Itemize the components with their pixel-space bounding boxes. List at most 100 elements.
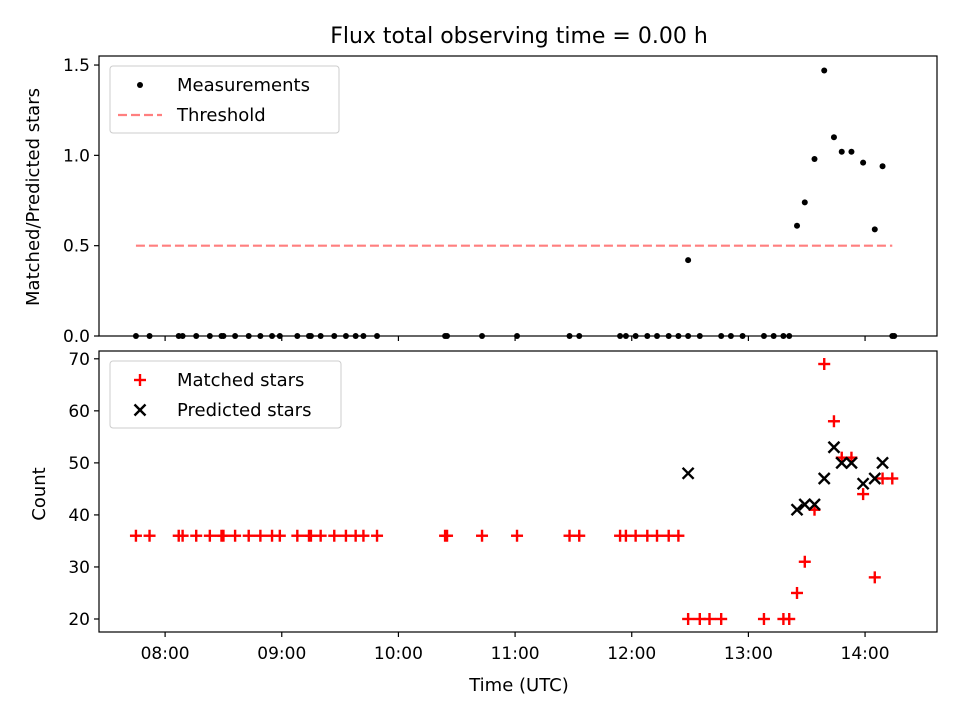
measurement-point [179, 333, 186, 339]
predicted-star-marker [817, 472, 831, 485]
x-axis-label: Time (UTC) [468, 675, 569, 696]
measurement-point [374, 333, 381, 339]
x-tick-label: 13:00 [724, 644, 773, 664]
matched-star-marker [291, 529, 304, 542]
measurement-point [245, 333, 252, 339]
top-y-axis-label: Matched/Predicted stars [23, 88, 44, 306]
predicted-star-marker [868, 472, 882, 485]
bottom-y-tick-label: 20 [68, 610, 90, 630]
measurement-point [675, 333, 682, 339]
measurement-point [146, 333, 153, 339]
legend-label: Matched stars [177, 370, 304, 391]
bottom-y-tick-label: 30 [68, 558, 90, 578]
matched-star-marker [273, 529, 286, 542]
matched-star-marker [672, 529, 685, 542]
legend-label: Measurements [177, 75, 310, 96]
matched-star-marker [886, 472, 899, 485]
matched-star-marker [357, 529, 370, 542]
matched-star-marker [703, 612, 716, 625]
bottom-y-tick-label: 50 [68, 454, 90, 474]
matched-star-marker [629, 529, 642, 542]
legend-plus-marker [134, 374, 146, 386]
measurement-point [665, 333, 672, 339]
matched-star-marker [254, 529, 267, 542]
matched-star-marker [791, 586, 804, 599]
bottom-y-tick-label: 60 [68, 402, 90, 422]
matched-star-marker [190, 529, 203, 542]
measurement-point [889, 333, 896, 339]
predicted-star-marker [835, 456, 849, 470]
predicted-star-marker [808, 498, 821, 511]
measurement-point [479, 333, 486, 339]
measurement-point [276, 333, 283, 339]
measurement-point [760, 333, 767, 339]
x-tick-label: 12:00 [607, 644, 656, 664]
legend-x-marker [133, 403, 147, 417]
bottom-panel: 08:00 09:00 10:00 11:00 12:00 13:00 14:00 20 30 4… [68, 350, 938, 664]
measurement-point [331, 333, 338, 339]
measurement-point [801, 199, 808, 206]
matched-star-marker [798, 555, 811, 568]
matched-star-marker [682, 612, 695, 625]
measurement-point [566, 333, 573, 339]
top-y-tick-label: 1.5 [63, 56, 90, 76]
x-tick-label: 11:00 [491, 644, 540, 664]
x-tick-label: 09:00 [257, 644, 306, 664]
measurement-point [838, 148, 845, 155]
measurement-point [654, 333, 661, 339]
measurement-point [317, 333, 324, 339]
matched-star-marker [868, 571, 881, 584]
measurement-point [257, 333, 264, 339]
top-panel: 0.0 0.5 1.0 1.5 Measurements Threshold [63, 55, 938, 347]
top-y-tick-label: 0.0 [63, 327, 90, 347]
matched-star-marker [229, 529, 242, 542]
measurement-point [576, 333, 583, 339]
matched-star-marker [328, 529, 341, 542]
matched-star-marker [242, 529, 255, 542]
measurement-point [622, 333, 629, 339]
measurement-point [193, 333, 200, 339]
measurement-point [821, 67, 828, 74]
legend-dot-marker [137, 82, 143, 88]
matched-star-marker [441, 529, 454, 542]
measurement-point [770, 333, 777, 339]
measurement-point [739, 333, 746, 339]
matched-star-marker [857, 488, 870, 501]
measurement-point [232, 333, 239, 339]
bottom-y-tick-label: 40 [68, 506, 90, 526]
bottom-y-axis-label: Count [29, 467, 50, 520]
measurement-point [342, 333, 349, 339]
matched-star-marker [176, 529, 189, 542]
matched-star-marker [818, 358, 831, 371]
predicted-star-marker [876, 456, 889, 470]
measurement-point [132, 333, 139, 339]
top-y-tick-label: 1.0 [63, 146, 90, 166]
measurement-point [617, 333, 624, 339]
x-tick-label: 14:00 [841, 644, 890, 664]
measurement-point [294, 333, 301, 339]
top-y-tick-label: 0.5 [63, 237, 90, 257]
measurement-point [685, 257, 692, 264]
measurement-point [632, 333, 639, 339]
measurement-point [794, 222, 801, 229]
predicted-star-marker [856, 477, 870, 491]
matched-star-marker [217, 529, 230, 542]
measurement-point [786, 333, 793, 339]
bottom-y-tick-label: 70 [68, 350, 90, 370]
measurement-point [811, 155, 818, 162]
chart-title: Flux total observing time = 0.00 h [330, 24, 708, 49]
predicted-star-marker [798, 498, 812, 511]
matched-star-marker [715, 612, 728, 625]
measurement-point [871, 226, 878, 233]
measurement-point [830, 134, 837, 141]
measurement-point [860, 159, 867, 166]
predicted-star-marker [827, 440, 841, 454]
matched-star-marker [783, 612, 796, 625]
measurement-point [848, 148, 855, 155]
top-legend: Measurements Threshold [109, 65, 340, 134]
predicted-star-marker [790, 503, 804, 517]
matched-star-marker [651, 529, 664, 542]
measurement-point [444, 333, 451, 339]
x-tick-label: 10:00 [374, 644, 423, 664]
measurement-point [696, 333, 703, 339]
